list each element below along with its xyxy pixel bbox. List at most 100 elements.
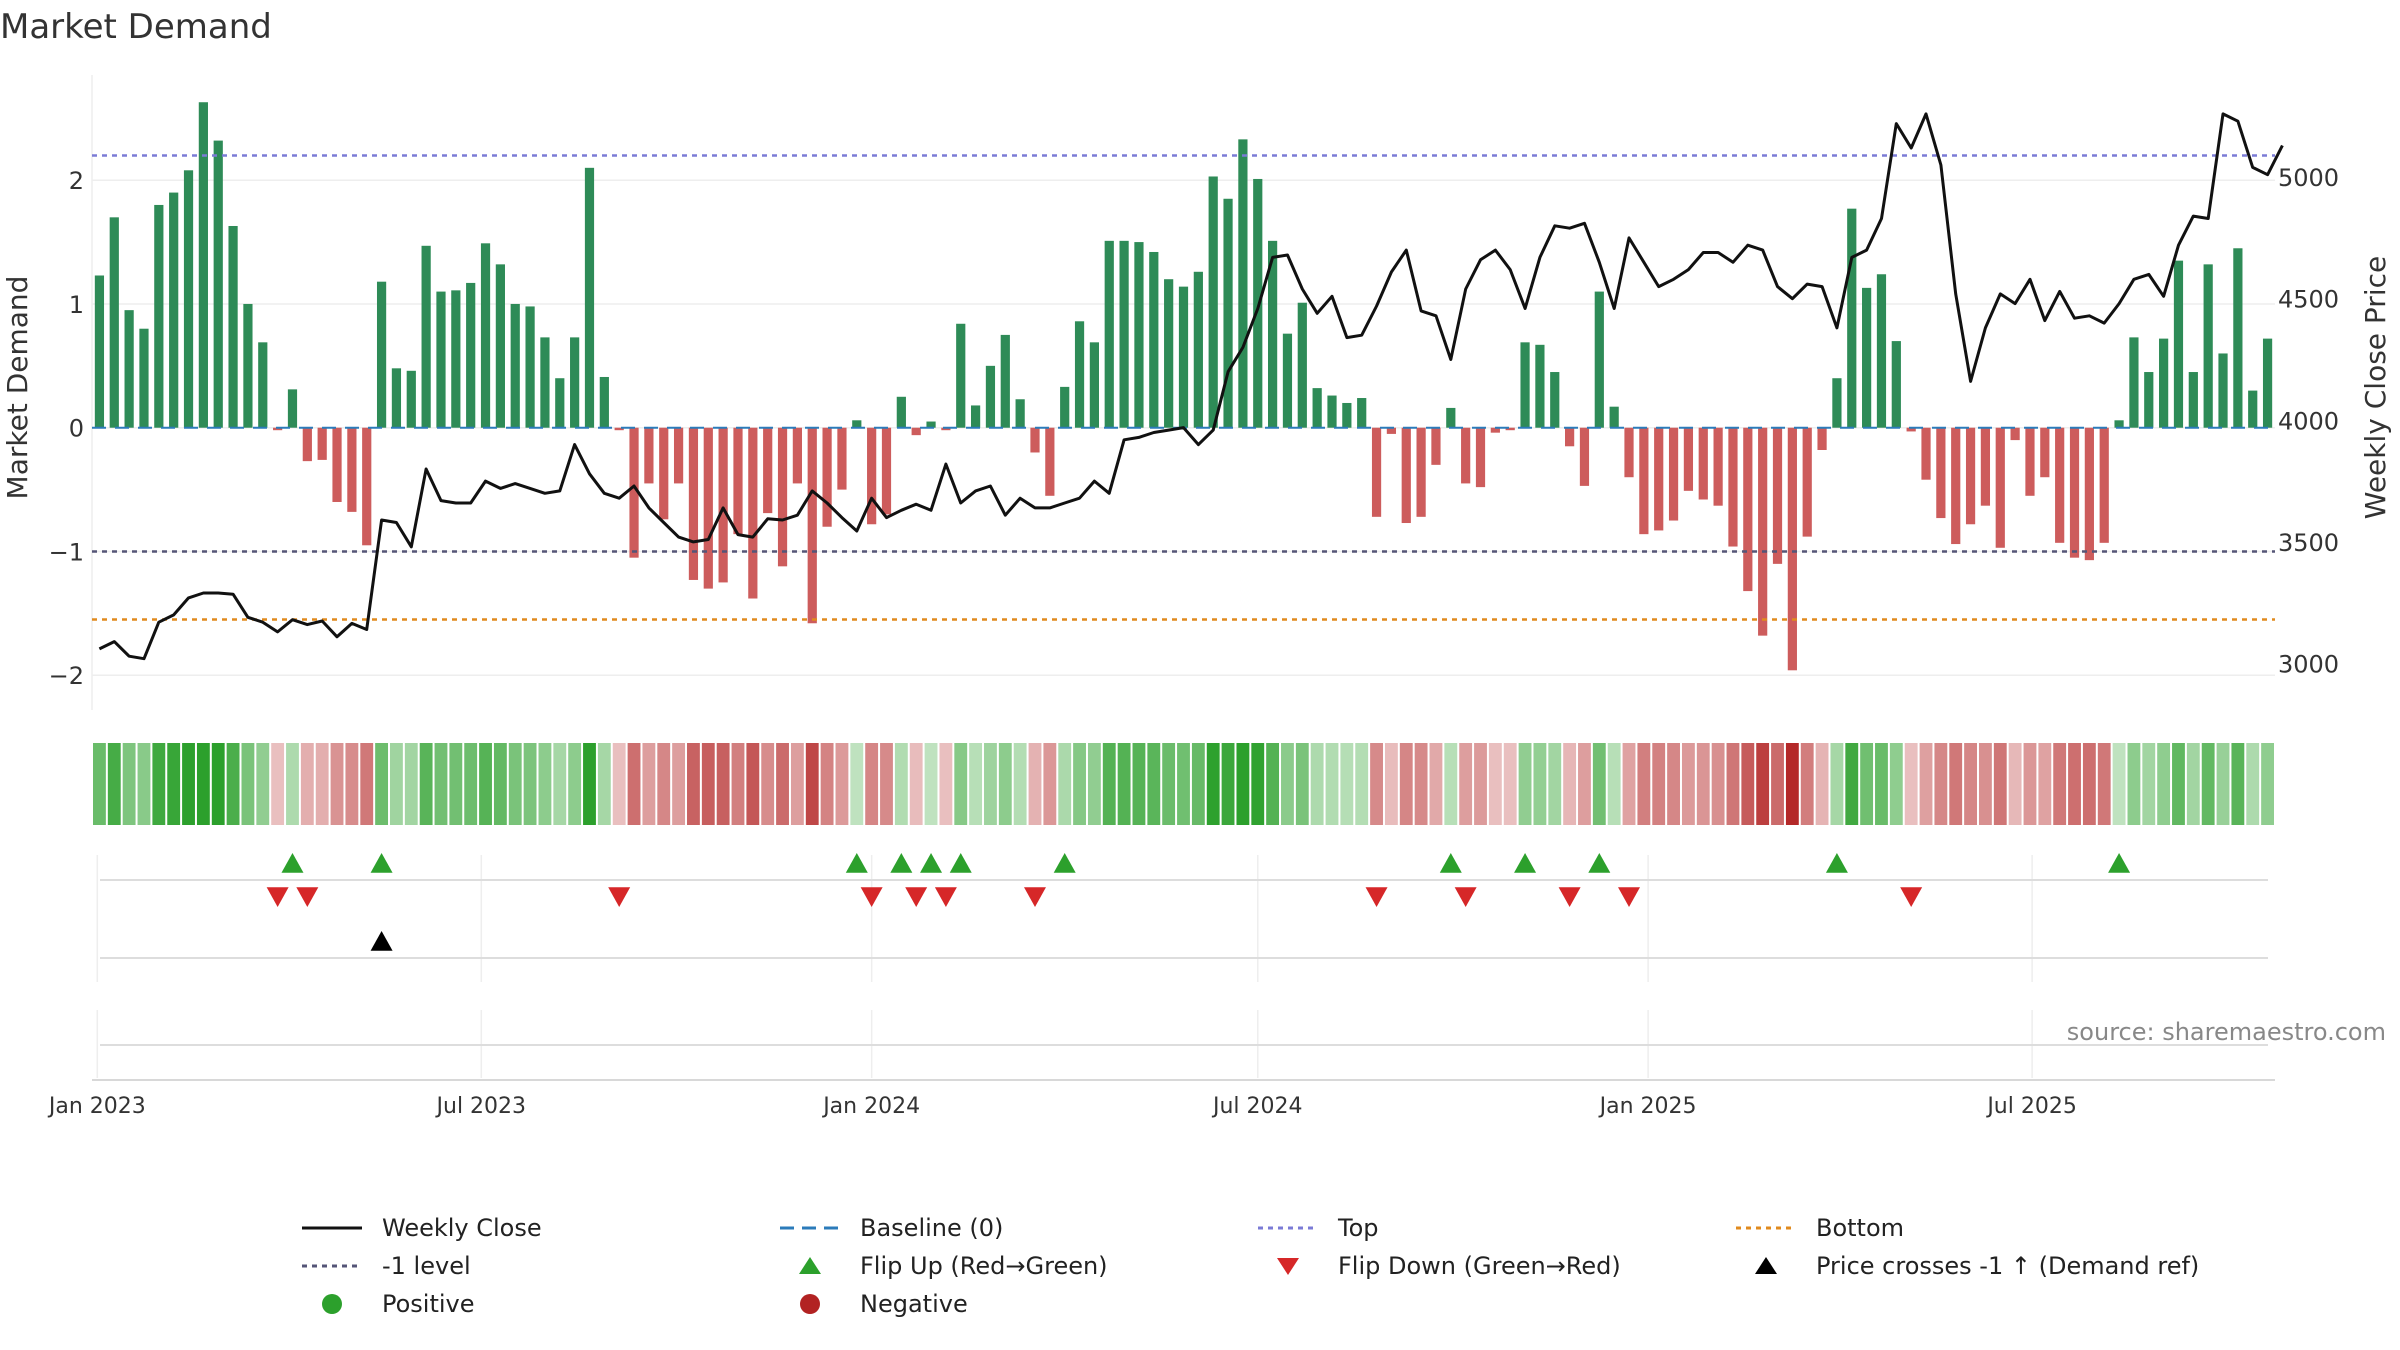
heat-cell (1147, 743, 1161, 825)
heat-cell (642, 743, 656, 825)
legend-item-price-cross: Price crosses -1 ↑ (Demand ref) (1734, 1248, 2199, 1284)
x-tick-label: Jul 2024 (1211, 1094, 1303, 1119)
heat-cell (701, 743, 715, 825)
heat-cell (1875, 743, 1888, 825)
demand-bar (956, 323, 966, 428)
heat-cell (390, 743, 403, 825)
demand-bar (1223, 198, 1233, 428)
y2-tick-label: 3500 (2278, 529, 2339, 557)
demand-bar (376, 281, 387, 428)
demand-bar (1535, 344, 1545, 428)
heat-cell (2172, 743, 2185, 825)
flip-down-marker (1365, 887, 1388, 907)
demand-bar (1446, 407, 1456, 428)
demand-bar (1060, 386, 1070, 428)
dashed-line-icon (780, 1226, 840, 1230)
heat-cell (1414, 743, 1428, 825)
demand-bar (555, 378, 565, 428)
demand-bar (1802, 427, 1812, 537)
demand-bar (540, 337, 550, 428)
heat-cell (2246, 743, 2260, 825)
heat-cell (2231, 743, 2245, 825)
demand-bar (2173, 260, 2184, 428)
demand-bar (1490, 427, 1500, 433)
demand-bar (2025, 427, 2035, 496)
flip-up-marker (2108, 853, 2131, 873)
demand-bar (1297, 302, 1307, 428)
demand-bar (525, 306, 535, 428)
flip-down-marker (608, 887, 631, 907)
heat-cell (1503, 743, 1517, 825)
demand-bar (970, 405, 981, 428)
demand-bar (1134, 242, 1144, 428)
demand-bar (718, 427, 728, 583)
demand-bar (1594, 291, 1604, 428)
demand-bar (2010, 427, 2020, 441)
heat-cell (122, 743, 136, 825)
demand-bar (570, 337, 580, 428)
demand-bar (2129, 337, 2139, 428)
demand-bar (480, 243, 491, 428)
heat-cell (1013, 743, 1027, 825)
heat-cell (449, 743, 463, 825)
heat-cell (1860, 743, 1874, 825)
heat-cell (464, 743, 478, 825)
chart-title: Market Demand (0, 7, 272, 47)
demand-bar (1787, 427, 1797, 671)
demand-bar (1891, 341, 1901, 428)
heat-cell (850, 743, 864, 825)
heat-cell (1266, 743, 1280, 825)
demand-bar (273, 427, 283, 431)
heat-cell (1384, 743, 1398, 825)
x-tick-label: Jan 2024 (821, 1094, 920, 1119)
demand-bar (198, 102, 208, 428)
demand-bar (792, 427, 802, 484)
demand-bar (2188, 372, 2198, 428)
demand-bar (599, 376, 609, 428)
heat-cell (1028, 743, 1042, 825)
y2-tick-label: 5000 (2278, 164, 2339, 192)
heat-cell (1771, 743, 1784, 825)
heat-cell (1726, 743, 1740, 825)
heat-cell (360, 743, 374, 825)
demand-bar (1193, 271, 1203, 428)
demand-bar (1164, 279, 1174, 428)
demand-bar (317, 427, 327, 460)
y-tick-label: 0 (69, 415, 84, 443)
flip-up-marker (890, 853, 913, 873)
demand-bar (466, 282, 476, 428)
flip-up-marker (1588, 853, 1611, 873)
demand-bar (733, 427, 743, 535)
heat-cell (1236, 743, 1250, 825)
heat-cell (1162, 743, 1176, 825)
heat-cell (1830, 743, 1844, 825)
heat-cell (2097, 743, 2111, 825)
demand-bar (1728, 427, 1738, 547)
heat-cell (835, 743, 849, 825)
flip-up-marker (1439, 853, 1462, 873)
demand-bar (1668, 427, 1679, 521)
heat-cell (196, 743, 210, 825)
demand-bar (2084, 427, 2094, 561)
demand-bar (243, 303, 253, 428)
heat-cell (2216, 743, 2230, 825)
legend-item-top: Top (1256, 1210, 1379, 1246)
heat-cell (1563, 743, 1577, 825)
heat-cell (1340, 743, 1354, 825)
heat-cell (1488, 743, 1502, 825)
heat-cell (1459, 743, 1473, 825)
demand-bar (1267, 240, 1278, 428)
demand-bar (2218, 353, 2228, 428)
legend-item-baseline: Baseline (0) (778, 1210, 1003, 1246)
circle-icon (322, 1294, 342, 1314)
demand-bar (1698, 427, 1708, 500)
heat-cell (1221, 743, 1235, 825)
y-tick-label: 1 (69, 291, 84, 319)
heat-cell (583, 743, 596, 825)
heat-cell (969, 743, 983, 825)
demand-bar (169, 192, 179, 428)
heat-cell (1355, 743, 1369, 825)
demand-bar (1639, 427, 1649, 535)
heat-cell (1592, 743, 1606, 825)
heat-cell (1132, 743, 1146, 825)
